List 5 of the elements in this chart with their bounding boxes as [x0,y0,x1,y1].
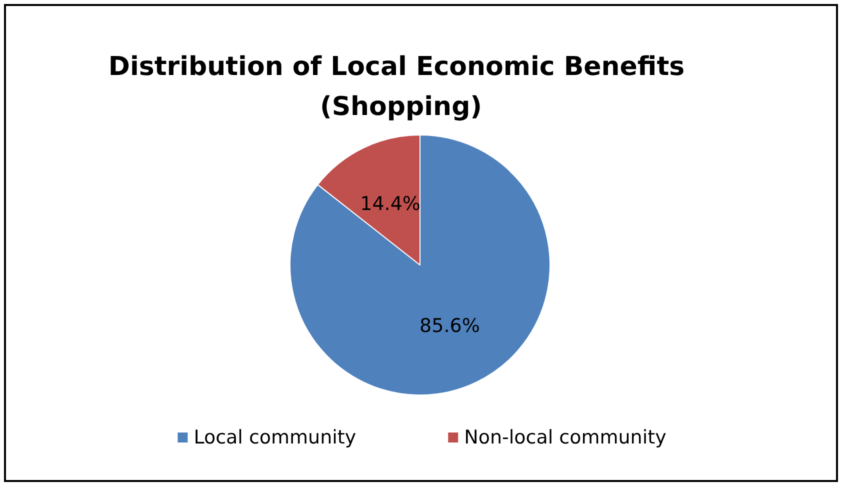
legend-label: Local community [194,426,356,448]
data-label: 14.4% [360,192,420,215]
chart-title: Distribution of Local Economic Benefits (Shopping) [108,52,694,122]
data-label: 85.6% [420,315,480,338]
legend-label: Non-local community [464,426,666,448]
